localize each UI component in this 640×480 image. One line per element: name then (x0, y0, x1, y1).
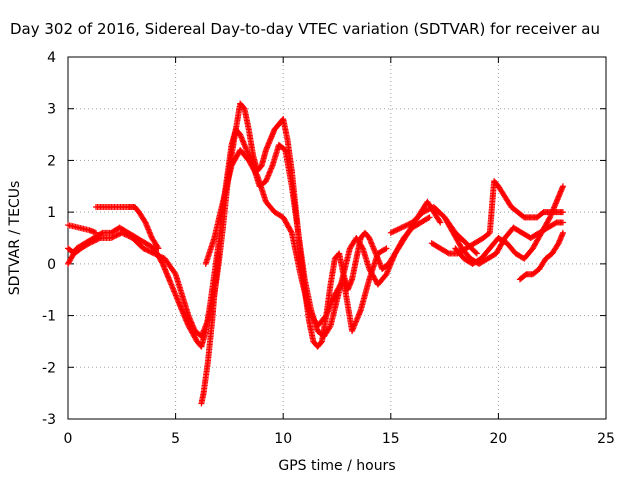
y-tick-label: 4 (47, 50, 56, 66)
data-point (326, 324, 333, 331)
data-point (154, 244, 161, 251)
data-point (444, 249, 451, 256)
x-tick-label: 15 (382, 431, 400, 447)
data-point (395, 225, 402, 232)
plot-frame (67, 56, 607, 420)
data-point (140, 245, 147, 252)
y-tick-label: -1 (42, 309, 56, 325)
y-tick-label: -2 (42, 360, 56, 376)
data-point (394, 226, 401, 233)
data-point (383, 245, 390, 252)
data-point (359, 244, 366, 251)
data-point (559, 183, 566, 190)
data-point (436, 218, 443, 225)
y-tick-label: 3 (47, 102, 56, 118)
data-point (424, 207, 431, 214)
data-marks (65, 100, 566, 407)
data-point (425, 206, 432, 213)
series-1 (65, 100, 444, 350)
data-point (155, 245, 162, 252)
data-point (425, 215, 432, 222)
data-point (387, 229, 394, 236)
data-point (108, 235, 115, 241)
data-point (559, 209, 566, 216)
data-point (473, 250, 480, 257)
data-point (422, 207, 429, 214)
chart-title: Day 302 of 2016, Sidereal Day-to-day VTE… (10, 20, 600, 38)
series-5 (198, 250, 222, 407)
data-point (426, 214, 433, 221)
data-point (398, 224, 405, 231)
data-point (397, 225, 404, 232)
data-point (559, 229, 566, 236)
data-point (92, 229, 99, 236)
x-tick-labels: 0 5 10 15 20 25 (64, 431, 615, 447)
x-tick-label: 0 (64, 431, 73, 447)
data-point (405, 221, 412, 228)
data-point (113, 232, 120, 239)
series-4 (92, 203, 162, 252)
data-point (141, 245, 148, 252)
data-point (288, 228, 295, 235)
data-point (144, 247, 151, 254)
y-tick-labels: -3 -2 -1 0 1 2 3 4 (42, 50, 56, 428)
data-point (421, 208, 428, 215)
data-point (399, 224, 406, 231)
data-point (109, 234, 116, 241)
data-point (158, 259, 165, 266)
x-axis-label: GPS time / hours (278, 458, 395, 474)
data-point (402, 222, 409, 229)
data-point (546, 215, 553, 222)
y-tick-label: -3 (42, 412, 56, 428)
y-tick-label: 1 (47, 205, 56, 221)
x-tick-label: 25 (597, 431, 615, 447)
data-point (147, 248, 154, 255)
data-point (389, 229, 396, 236)
data-point (253, 171, 260, 178)
y-tick-label: 0 (47, 257, 56, 273)
data-point (215, 250, 222, 257)
data-point (112, 233, 119, 240)
series-7 (428, 178, 566, 257)
data-point (114, 231, 121, 238)
series-2 (65, 126, 433, 350)
data-point (116, 231, 123, 238)
series-9 (452, 183, 566, 267)
x-tick-label: 10 (274, 431, 292, 447)
data-point (401, 223, 408, 230)
data-point (472, 249, 479, 256)
data-point (145, 247, 152, 254)
data-point (143, 246, 150, 253)
x-tick-label: 5 (171, 431, 180, 447)
x-tick-label: 20 (489, 431, 507, 447)
data-point (98, 230, 105, 237)
data-point (391, 227, 398, 234)
data-point (406, 220, 413, 227)
series-3 (65, 222, 99, 236)
y-axis-label: SDTVAR / TECUs (7, 181, 23, 296)
data-point (559, 219, 566, 226)
data-point (382, 246, 389, 253)
data-point (393, 227, 400, 234)
y-tick-label: 2 (47, 153, 56, 169)
series-10 (516, 229, 566, 283)
series-11 (387, 203, 480, 257)
data-point (390, 228, 397, 235)
data-point (171, 269, 178, 276)
series-6 (202, 147, 390, 335)
data-point (141, 218, 148, 225)
data-point (403, 222, 410, 229)
data-point (426, 205, 433, 212)
data-point (437, 219, 444, 226)
data-point (110, 233, 117, 240)
data-point (420, 209, 427, 216)
